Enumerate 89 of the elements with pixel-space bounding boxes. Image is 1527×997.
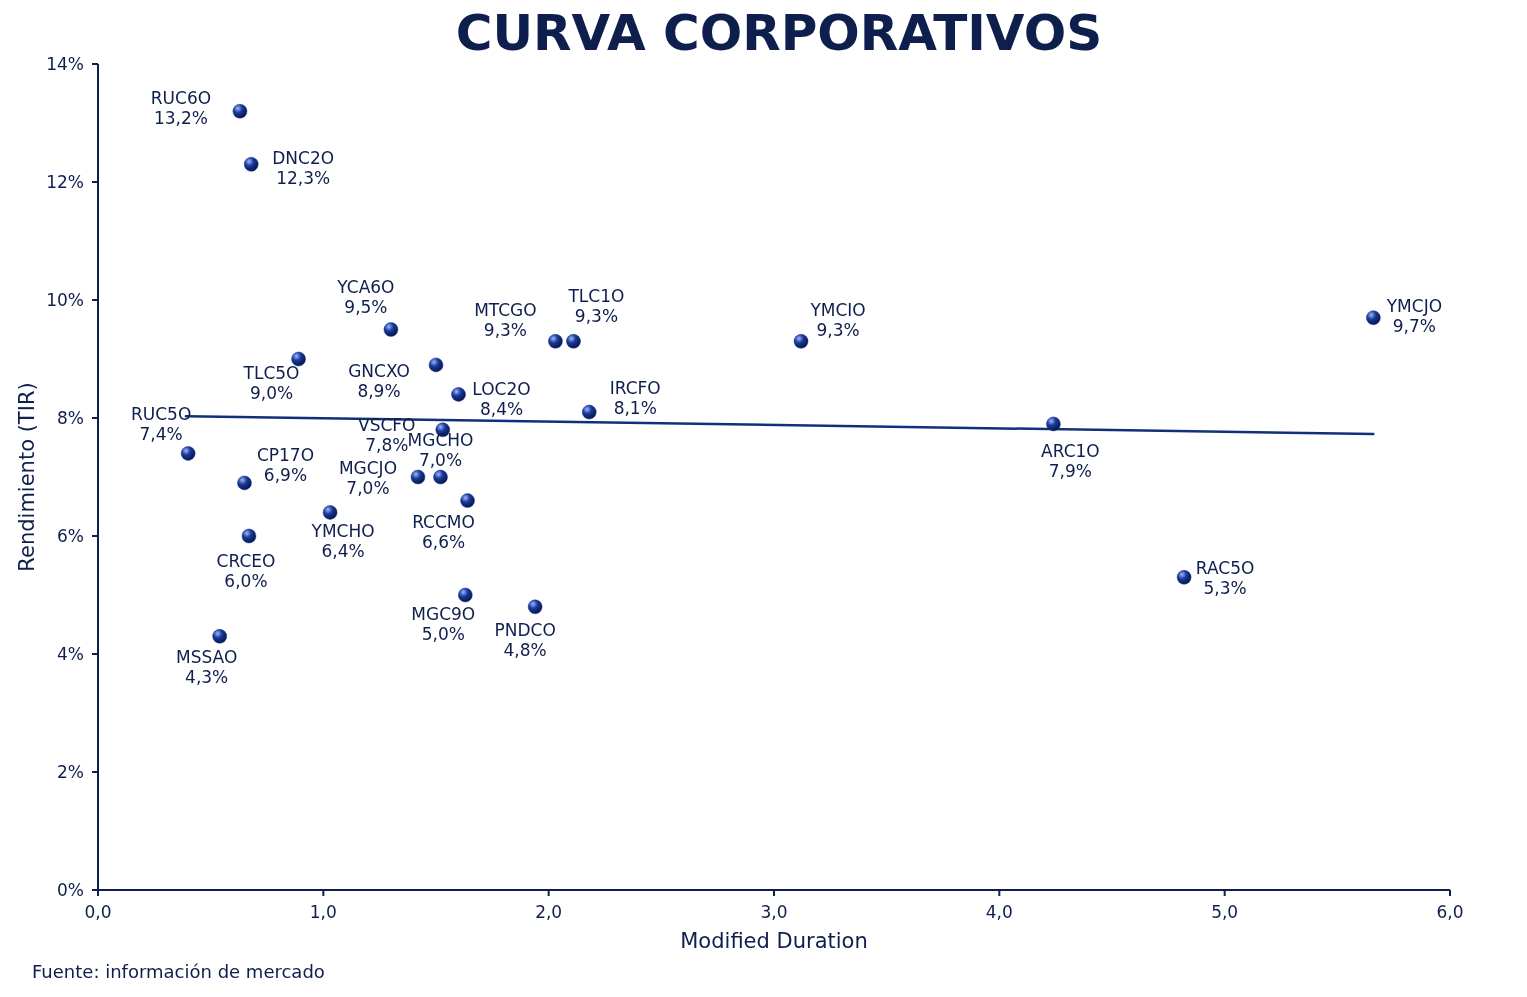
- annotation: ARC1O: [1041, 440, 1100, 461]
- data-label: 7,0%: [346, 478, 390, 498]
- point: [1366, 310, 1381, 325]
- annotation: RAC5O: [1195, 558, 1255, 579]
- data-label: 9,0%: [249, 383, 294, 403]
- data-label: 6,0%: [224, 571, 268, 591]
- point: [793, 334, 809, 349]
- data-label: 9,3%: [816, 320, 860, 341]
- annotation: GNCXO: [348, 360, 410, 381]
- annotation: MGCHO: [407, 430, 474, 450]
- data-label: 7,0%: [418, 450, 463, 470]
- point: [383, 322, 399, 337]
- annotation: MSSAO: [176, 647, 238, 668]
- data-label: 7,4%: [139, 424, 183, 445]
- x-axis-title: Modified Duration: [680, 929, 868, 953]
- y-tick-label: 12%: [46, 172, 84, 192]
- data-label: 6,9%: [263, 464, 308, 485]
- point: [1176, 570, 1192, 585]
- annotation: RUC5O: [130, 404, 192, 425]
- point: [451, 387, 466, 402]
- annotation: YMCIO: [809, 300, 866, 321]
- annotation: TLC5O: [242, 363, 300, 383]
- annotation: MGCJO: [338, 458, 398, 478]
- data-label: 4,8%: [503, 639, 547, 660]
- x-tick-label: 6,0: [1436, 902, 1464, 922]
- y-tick-label: 10%: [46, 290, 84, 310]
- annotation: DNC2O: [272, 148, 335, 169]
- annotation: CRCEO: [216, 551, 276, 571]
- point: [243, 157, 259, 172]
- y-tick-label: 6%: [57, 526, 84, 546]
- x-tick-label: 3,0: [760, 902, 788, 922]
- annotation: YMCHO: [310, 521, 375, 542]
- x-tick-label: 0,0: [84, 902, 112, 922]
- point: [180, 446, 196, 461]
- annotation: RUC6O: [150, 88, 212, 109]
- point: [212, 629, 227, 644]
- x-tick-label: 2,0: [535, 902, 563, 922]
- data-label: 5,3%: [1203, 578, 1247, 599]
- point: [548, 334, 563, 349]
- annotation: MTCGO: [474, 300, 537, 321]
- annotation: RCCMO: [412, 511, 475, 532]
- data-label: 8,4%: [479, 399, 524, 420]
- data-label: 12,3%: [276, 168, 331, 189]
- point: [232, 103, 248, 119]
- data-label: 13,2%: [153, 108, 208, 129]
- point: [322, 505, 338, 520]
- annotation: YCA6O: [336, 276, 395, 297]
- chart-title: CURVA CORPORATIVOS: [455, 4, 1103, 62]
- point: [527, 599, 543, 615]
- data-label: 8,1%: [613, 398, 657, 419]
- y-tick-label: 8%: [57, 408, 84, 428]
- annotation: PNDCO: [494, 619, 556, 640]
- data-label: 9,3%: [483, 320, 528, 341]
- data-label: 7,8%: [365, 434, 409, 455]
- y-tick-label: 0%: [57, 880, 84, 900]
- point: [581, 404, 597, 420]
- annotation: IRCFO: [609, 378, 661, 399]
- annotation: CP17O: [256, 444, 315, 465]
- point: [241, 528, 257, 544]
- annotation: TLC1O: [567, 286, 625, 307]
- point: [410, 469, 426, 485]
- point: [428, 357, 444, 373]
- data-label: 6,6%: [421, 531, 466, 552]
- point: [237, 475, 252, 491]
- point: [433, 469, 448, 485]
- point: [1046, 416, 1061, 432]
- x-tick-label: 5,0: [1211, 902, 1239, 922]
- data-label: 6,4%: [321, 541, 365, 562]
- data-label: 9,3%: [574, 306, 619, 327]
- annotation: YMCJO: [1385, 295, 1443, 316]
- annotation: LOC2O: [472, 379, 531, 400]
- point: [458, 587, 473, 603]
- data-label: 4,3%: [185, 667, 229, 688]
- point: [460, 493, 475, 508]
- data-label: 8,9%: [357, 380, 401, 401]
- data-label: 7,9%: [1048, 460, 1093, 481]
- annotation: MGC9O: [411, 604, 476, 624]
- data-label: 9,5%: [344, 296, 388, 317]
- source-note: Fuente: información de mercado: [32, 961, 325, 982]
- point: [566, 334, 581, 349]
- y-tick-label: 2%: [57, 762, 84, 782]
- y-tick-label: 4%: [57, 644, 84, 664]
- point: [291, 351, 306, 367]
- y-axis-title: Rendimiento (TIR): [15, 382, 39, 572]
- data-label: 9,7%: [1392, 315, 1436, 336]
- x-tick-label: 1,0: [309, 902, 337, 922]
- y-tick-label: 14%: [46, 54, 84, 74]
- x-tick-label: 4,0: [985, 902, 1013, 922]
- data-label: 5,0%: [421, 624, 465, 644]
